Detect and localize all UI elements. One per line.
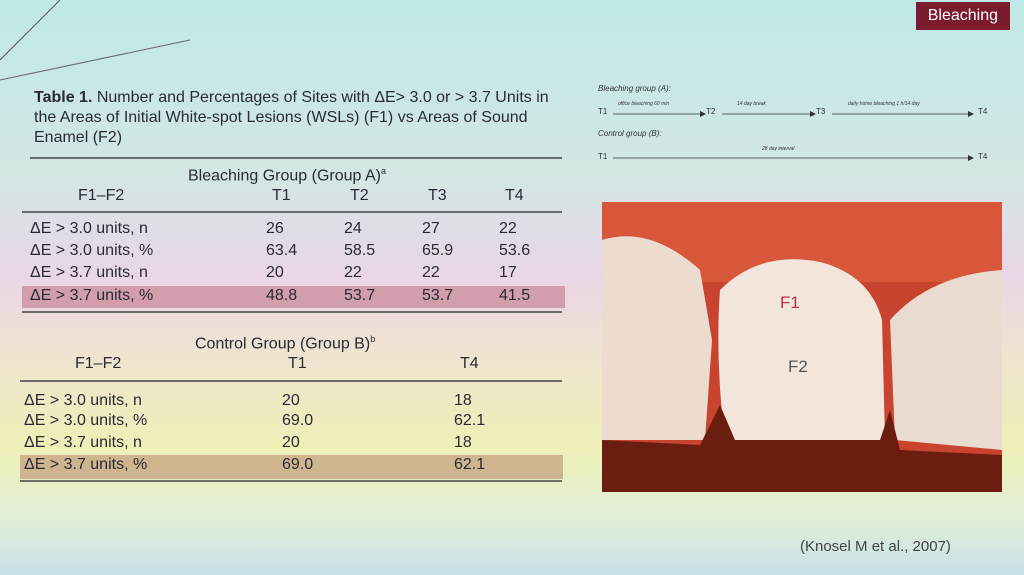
row-label: ΔE > 3.7 units, n — [24, 434, 142, 451]
step-label: 28 day interval — [762, 146, 795, 152]
table-cell: 53.7 — [344, 287, 376, 304]
row-label: ΔE > 3.7 units, % — [24, 456, 148, 473]
table-cell: 53.7 — [422, 287, 454, 304]
caption-text: Number and Percentages of Sites with ΔE>… — [34, 89, 549, 146]
step-label: daily home bleaching 1 h/14 day — [848, 101, 920, 107]
table-cell: 65.9 — [422, 242, 454, 259]
column-header: T3 — [428, 187, 447, 204]
table-cell: 20 — [266, 264, 284, 281]
table-cell: 69.0 — [282, 412, 314, 429]
table-cell: 18 — [454, 434, 472, 451]
column-header: T1 — [272, 187, 291, 204]
table-cell: 62.1 — [454, 456, 486, 473]
table-cell: 18 — [454, 392, 472, 409]
group-a-title: Bleaching Group (Group A)a — [188, 166, 386, 185]
table-cell: 53.6 — [499, 242, 531, 259]
time-point: T4 — [978, 107, 988, 116]
table-cell: 41.5 — [499, 287, 531, 304]
column-header: T2 — [350, 187, 369, 204]
table-cell: 20 — [282, 392, 300, 409]
step-label: 14 day break — [737, 101, 766, 107]
table-cell: 20 — [282, 434, 300, 451]
title: Control Group (Group B) — [195, 335, 371, 353]
time-point: T2 — [706, 107, 716, 116]
row-label: ΔE > 3.0 units, % — [24, 412, 148, 429]
photo-label: F1 — [780, 293, 800, 312]
time-point: T3 — [816, 107, 826, 116]
timeline-b-label: Control group (B): — [598, 129, 662, 138]
row-label: ΔE > 3.7 units, n — [30, 264, 148, 281]
column-header: F1–F2 — [75, 355, 122, 372]
row-label: ΔE > 3.7 units, % — [30, 287, 154, 304]
table-cell: 26 — [266, 220, 284, 237]
table-cell: 69.0 — [282, 456, 314, 473]
table-cell: 48.8 — [266, 287, 298, 304]
footnote: b — [370, 334, 376, 344]
column-header: F1–F2 — [78, 187, 125, 204]
table-cell: 22 — [422, 264, 440, 281]
group-b-title: Control Group (Group B)b — [195, 334, 375, 353]
table-caption: Table 1. Number and Percentages of Sites… — [34, 88, 569, 148]
table-cell: 62.1 — [454, 412, 486, 429]
row-label: ΔE > 3.0 units, n — [30, 220, 148, 237]
table-cell: 27 — [422, 220, 440, 237]
citation: (Knosel M et al., 2007) — [800, 538, 951, 555]
section-tag: Bleaching — [915, 2, 1010, 30]
table-cell: 63.4 — [266, 242, 298, 259]
row-label: ΔE > 3.0 units, % — [30, 242, 154, 259]
table-cell: 22 — [499, 220, 517, 237]
title: Bleaching Group (Group A) — [188, 167, 381, 185]
column-header: T1 — [288, 355, 307, 372]
step-label: office bleaching 60 min — [618, 101, 670, 107]
footnote: a — [381, 166, 387, 176]
table-cell: 17 — [499, 264, 517, 281]
photo-label: F2 — [788, 357, 808, 376]
row-label: ΔE > 3.0 units, n — [24, 392, 142, 409]
caption-label: Table 1. — [34, 89, 93, 106]
table-cell: 58.5 — [344, 242, 376, 259]
column-header: T4 — [505, 187, 524, 204]
column-header: T4 — [460, 355, 479, 372]
timeline-a-label: Bleaching group (A): — [598, 84, 671, 93]
table-cell: 24 — [344, 220, 362, 237]
time-point: T1 — [598, 152, 608, 161]
time-point: T4 — [978, 152, 988, 161]
time-point: T1 — [598, 107, 608, 116]
table-cell: 22 — [344, 264, 362, 281]
